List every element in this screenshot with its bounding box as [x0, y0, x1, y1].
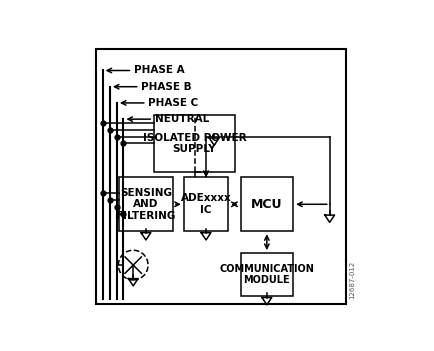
Bar [240, 253, 293, 296]
Bar [240, 177, 293, 231]
Text: MCU: MCU [250, 198, 282, 211]
Text: 12687-012: 12687-012 [349, 261, 354, 299]
Bar [154, 115, 234, 172]
Text: COMMUNICATION
MODULE: COMMUNICATION MODULE [219, 264, 314, 285]
Text: PHASE C: PHASE C [148, 98, 198, 108]
Bar [118, 177, 173, 231]
Text: PHASE A: PHASE A [133, 66, 184, 75]
Text: NEUTRAL: NEUTRAL [154, 114, 208, 124]
Bar [183, 177, 228, 231]
Text: ISOLATED POWER
SUPPLY: ISOLATED POWER SUPPLY [142, 133, 246, 154]
Text: PHASE B: PHASE B [141, 82, 191, 92]
Text: ADExxxx
IC: ADExxxx IC [180, 193, 231, 215]
Text: SENSING
AND
FILTERING: SENSING AND FILTERING [116, 188, 175, 221]
